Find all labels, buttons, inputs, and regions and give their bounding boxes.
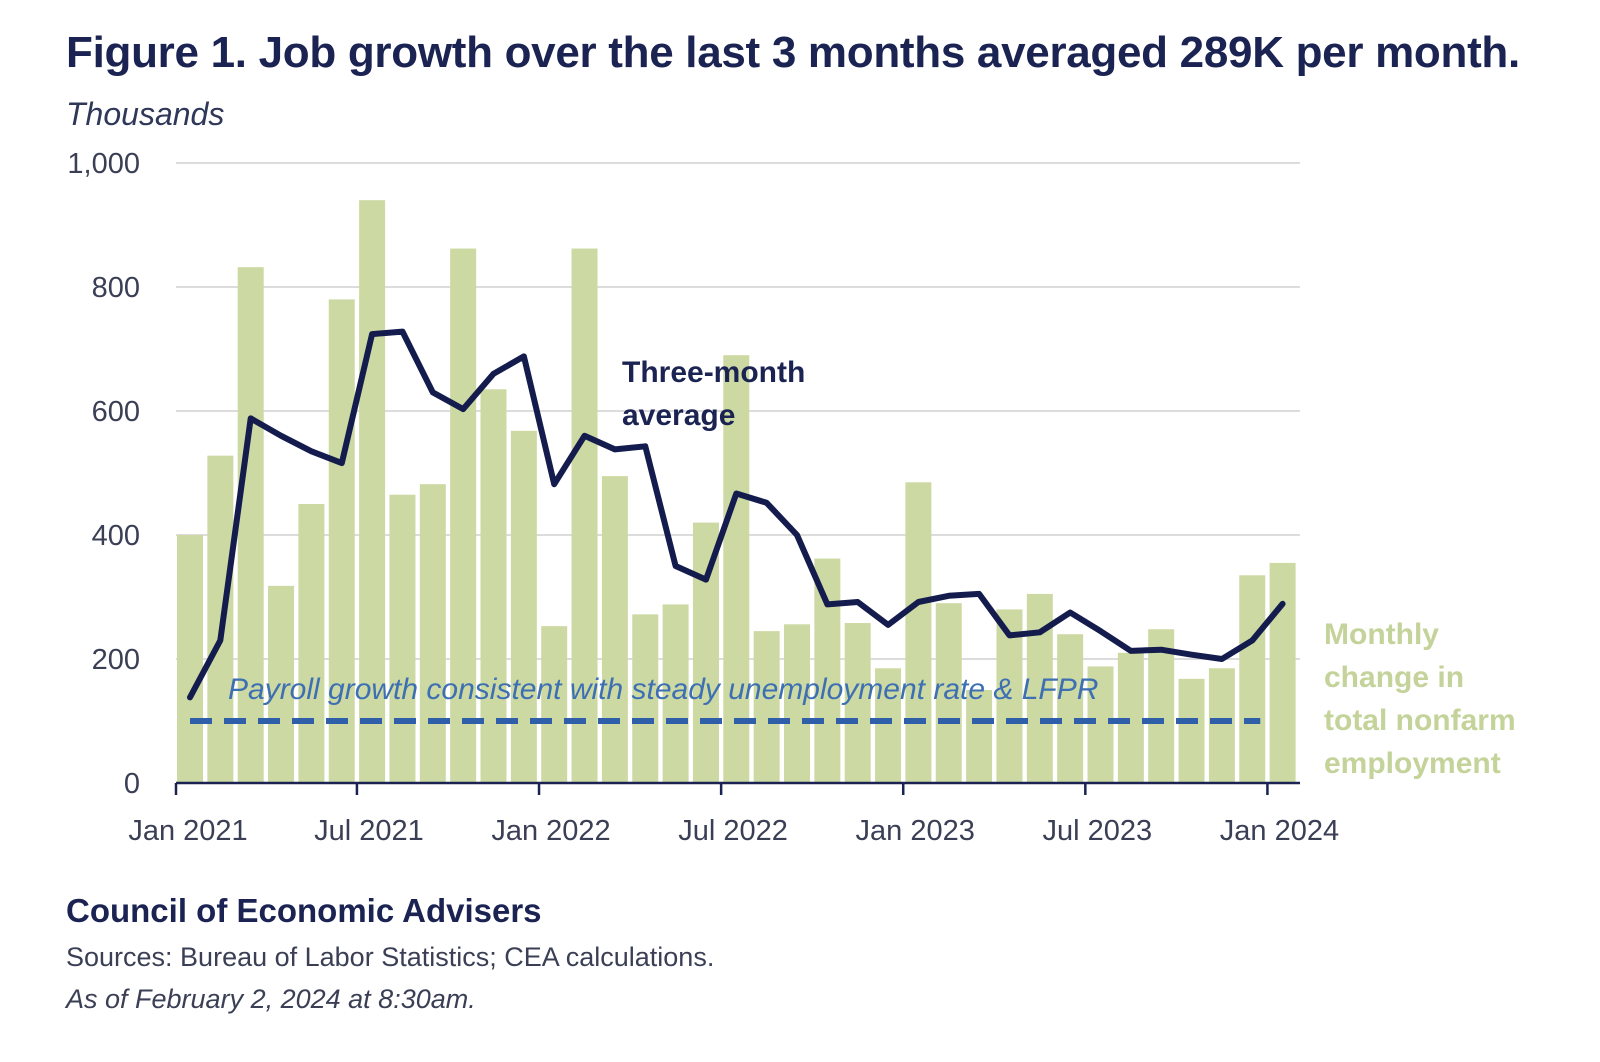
x-tick-label: Jan 2024 [1220,815,1339,847]
x-tick-label: Jul 2022 [678,815,788,847]
bar [905,482,932,783]
y-tick-label: 0 [124,768,140,800]
bar [844,623,871,783]
bar [1087,666,1114,783]
bar [450,248,477,783]
y-axis-units-label: Thousands [66,96,225,132]
annotations: Payroll growth consistent with steady un… [228,356,1516,780]
bar [510,430,537,783]
bar [328,299,355,783]
bar [268,585,295,783]
bar [298,504,325,783]
bar [662,604,689,783]
bar [935,603,962,783]
average-line-group [187,328,1286,701]
bar [784,624,810,783]
bar [1239,575,1266,783]
bar [1208,668,1235,783]
bar [1178,678,1205,783]
reference-line-label: Payroll growth consistent with steady un… [228,673,1098,706]
y-tick-label: 1,000 [67,148,140,180]
average-line-label-line2: average [622,399,735,432]
bar [966,690,993,783]
y-axis-ticks: 0 200 400 600 800 1,000 [67,148,140,800]
bar-series [177,200,1296,783]
x-tick-label: Jan 2023 [856,815,975,847]
y-tick-label: 200 [92,644,140,676]
bar-series-label-line2: change in [1324,661,1464,694]
y-tick-label: 800 [92,272,140,304]
bar [1148,629,1175,783]
x-axis-ticks: Jan 2021 Jul 2021 Jan 2022 Jul 2022 Jan 2023… [128,783,1339,847]
y-tick-label: 600 [92,396,140,428]
bar [1117,652,1144,783]
bar [389,494,416,783]
bar [1269,562,1296,783]
footer-sources: Sources: Bureau of Labor Statistics; CEA… [66,942,715,972]
x-tick-label: Jan 2022 [491,815,610,847]
bar-series-label-line4: employment [1324,747,1501,780]
bar [419,484,446,783]
bar [723,355,750,783]
average-line [187,328,1286,701]
average-line-label-line1: Three-month [622,356,805,389]
bar [632,614,659,783]
bar [237,267,264,783]
bar-series-label-line3: total nonfarm [1324,704,1516,737]
bar-series-label-line1: Monthly [1324,618,1439,651]
bar [177,535,203,783]
y-tick-label: 400 [92,520,140,552]
bar [692,522,719,783]
footer-as-of-date: As of February 2, 2024 at 8:30am. [66,984,476,1014]
bar [601,476,628,783]
footer-organization: Council of Economic Advisers [66,892,542,929]
bar [571,248,598,783]
bar [480,389,507,783]
bar [875,668,902,783]
x-tick-label: Jan 2021 [128,815,247,847]
bar [814,558,841,783]
bar [753,631,780,783]
bar [359,200,386,783]
x-tick-label: Jul 2023 [1042,815,1152,847]
bar [1057,634,1084,783]
chart-title: Figure 1. Job growth over the last 3 mon… [66,28,1520,77]
bar [541,626,568,783]
x-tick-label: Jul 2021 [314,815,424,847]
